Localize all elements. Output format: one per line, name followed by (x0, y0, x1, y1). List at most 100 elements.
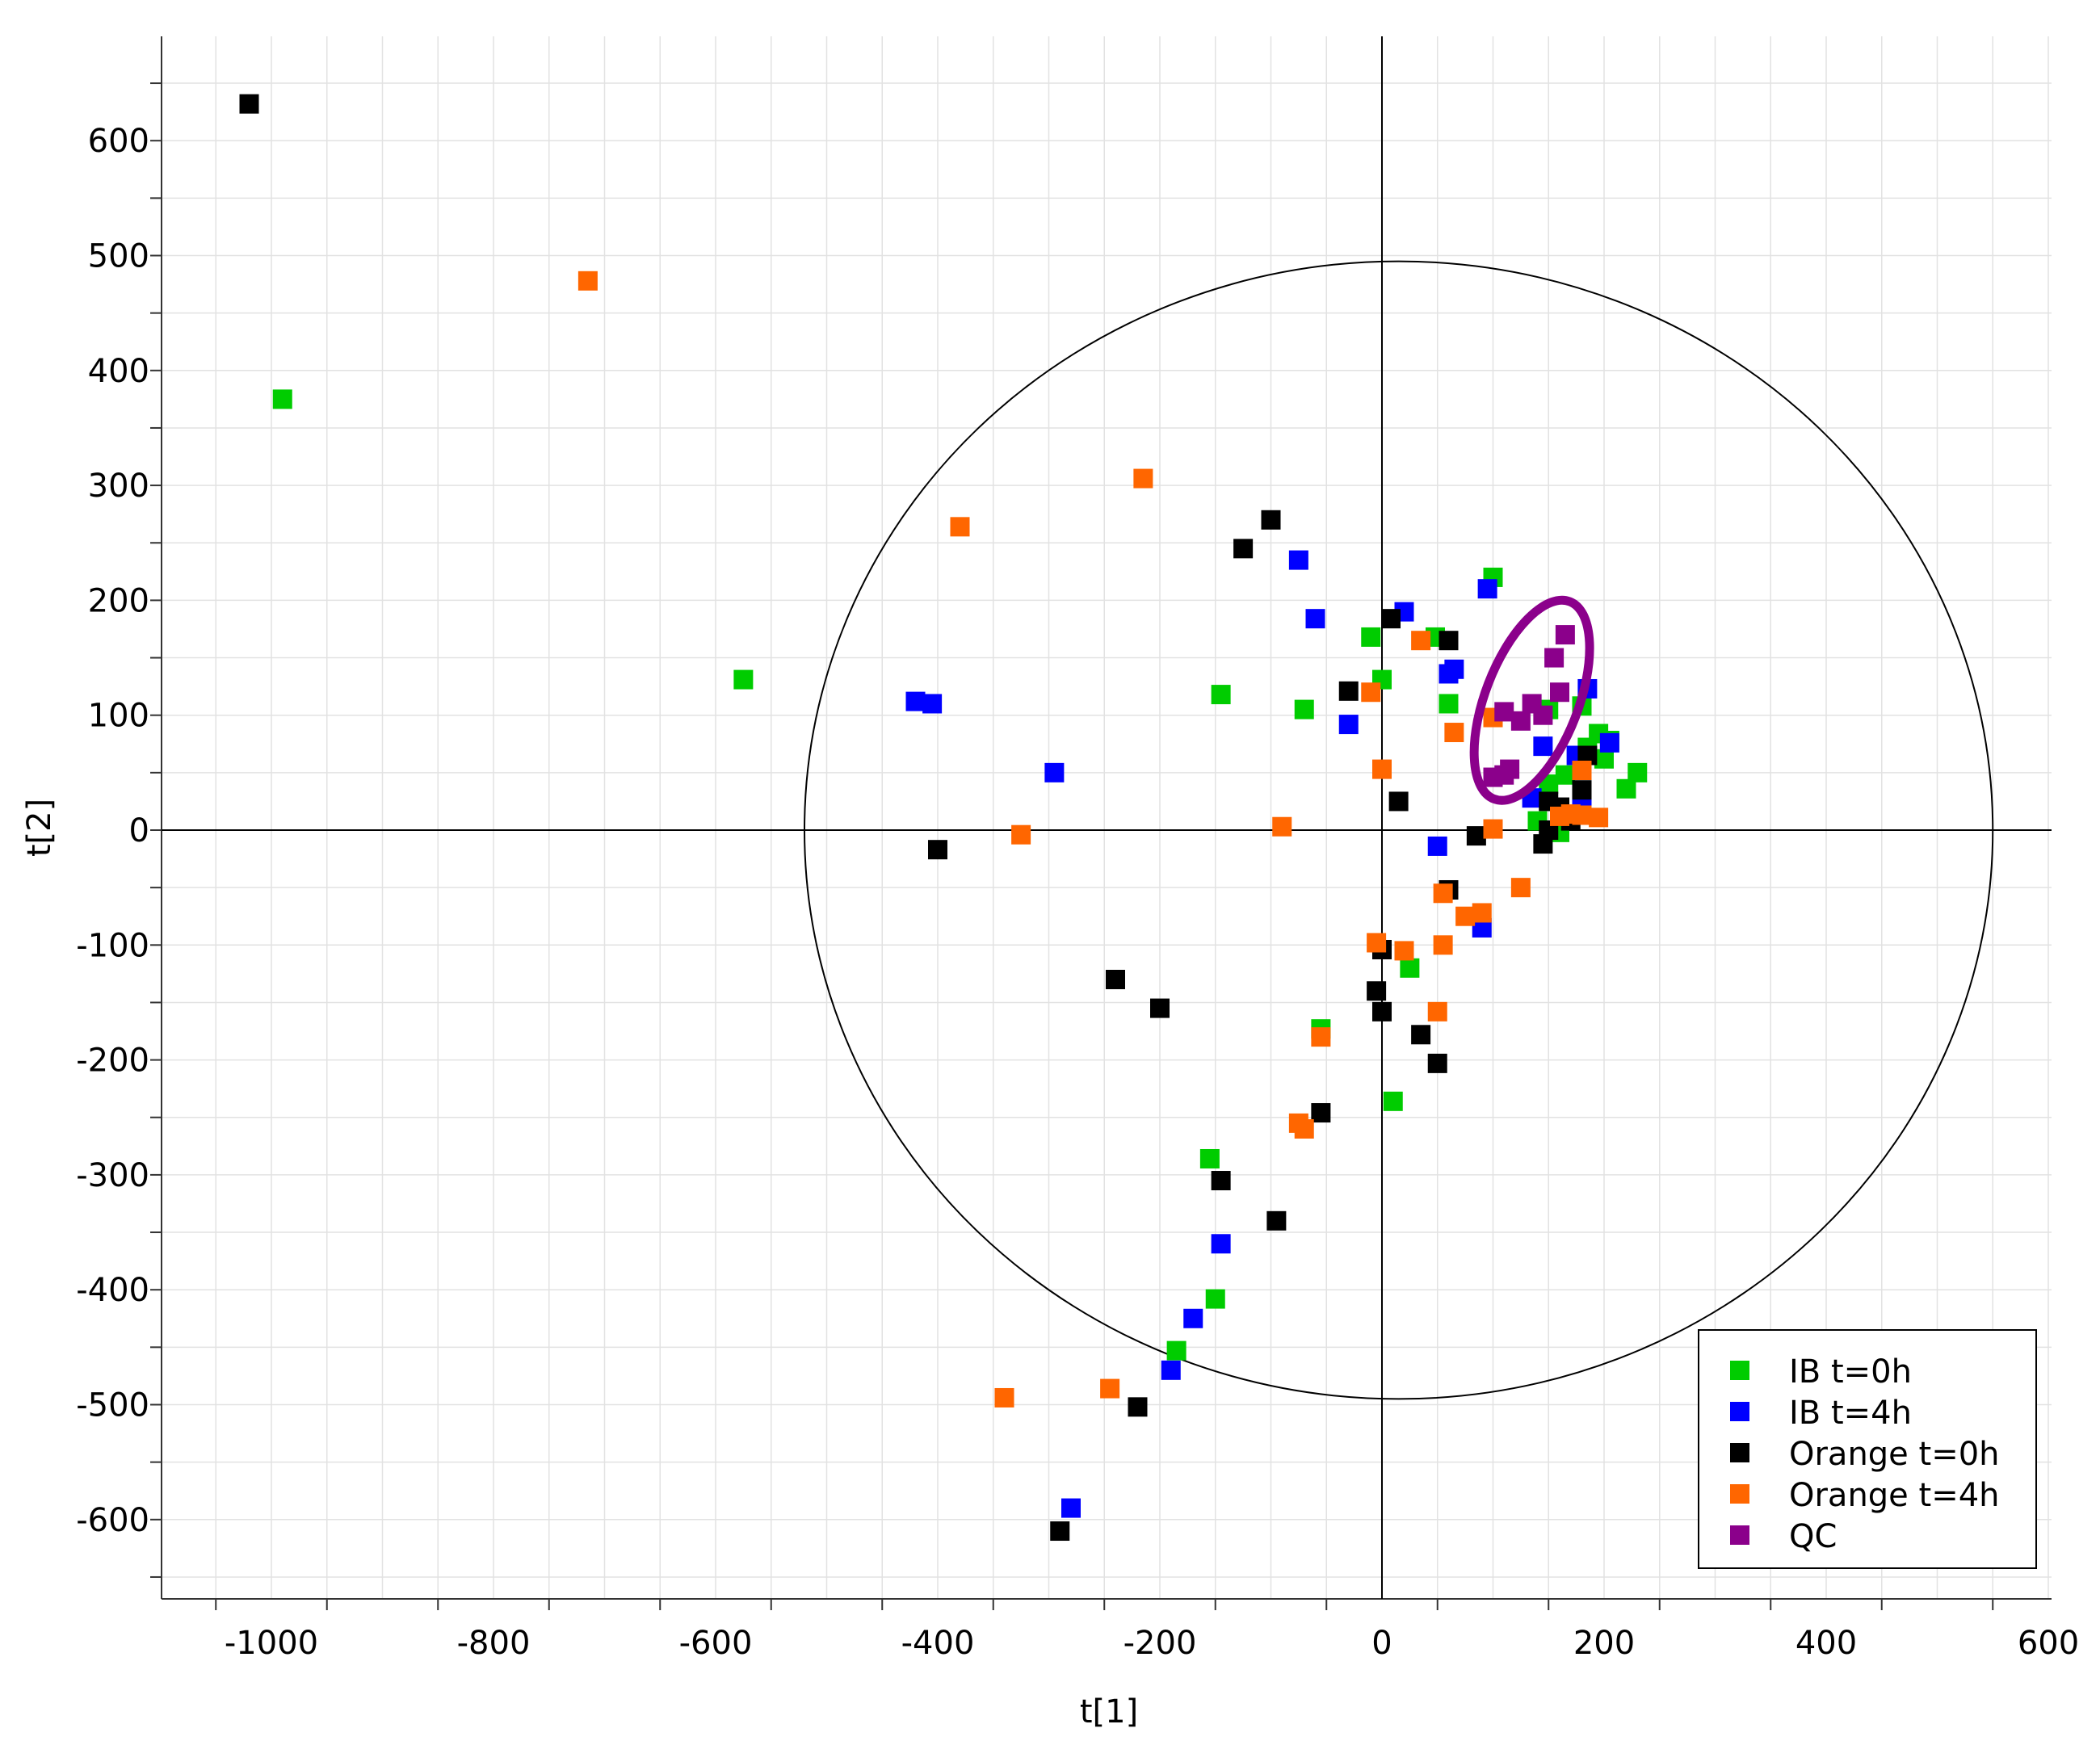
data-point (1494, 702, 1514, 722)
legend-swatch-orange-4h (1730, 1484, 1749, 1504)
data-point (1272, 816, 1292, 837)
x-tick-label: 400 (1796, 1625, 1857, 1662)
legend-box (1698, 1329, 2037, 1569)
x-tick-label: 600 (2018, 1625, 2079, 1662)
data-point (1438, 631, 1459, 651)
data-point (1572, 780, 1592, 800)
data-point (1205, 1289, 1225, 1309)
data-point (1361, 682, 1381, 703)
data-point (1338, 715, 1359, 735)
legend-label-orange-0h: Orange t=0h (1789, 1436, 2000, 1473)
data-point (1483, 767, 1503, 787)
y-tick-label: 500 (88, 238, 149, 275)
y-tick-label: 0 (129, 812, 149, 850)
data-point (1438, 694, 1459, 714)
data-point (1211, 685, 1231, 705)
data-point (1383, 1091, 1403, 1111)
data-point (272, 389, 292, 409)
data-point (1311, 1103, 1331, 1123)
data-point (1133, 468, 1153, 489)
data-point (1510, 878, 1531, 898)
legend-swatch-ib-4h (1730, 1402, 1749, 1421)
x-tick-label: 0 (1371, 1625, 1392, 1662)
y-tick-label: 100 (88, 698, 149, 735)
data-point (1367, 981, 1387, 1001)
data-point (1367, 933, 1387, 953)
data-point (1555, 765, 1575, 785)
data-point (1444, 659, 1464, 679)
data-point (1388, 791, 1409, 812)
data-point (905, 691, 926, 711)
data-point (1106, 969, 1125, 989)
data-point (1572, 761, 1592, 781)
data-point (1381, 609, 1401, 629)
data-point (1555, 625, 1575, 645)
data-point (1211, 1234, 1231, 1254)
y-tick-label: 400 (88, 353, 149, 390)
y-tick-label: -300 (76, 1157, 149, 1194)
y-tick-label: -500 (76, 1387, 149, 1424)
data-point (1533, 736, 1553, 757)
data-point (1427, 1053, 1447, 1073)
data-point (1199, 1148, 1220, 1168)
legend-label-ib-0h: IB t=0h (1789, 1353, 1912, 1391)
data-point (1411, 631, 1431, 651)
legend-swatch-qc (1730, 1525, 1749, 1545)
data-point (1444, 723, 1464, 743)
data-point (1294, 1118, 1314, 1139)
data-point (928, 840, 947, 860)
qc-highlight-ellipse (1469, 595, 1594, 805)
data-points (239, 94, 1648, 1542)
data-point (1266, 1210, 1287, 1231)
confidence-ellipse-shape (804, 260, 1994, 1400)
y-tick-label: -200 (76, 1043, 149, 1080)
data-point (1589, 808, 1609, 828)
data-point (1472, 903, 1492, 923)
data-point (1433, 883, 1453, 904)
x-tick-label: -1000 (225, 1625, 318, 1662)
legend-label-ib-4h: IB t=4h (1789, 1395, 1912, 1432)
data-point (1061, 1498, 1081, 1518)
data-point (1128, 1397, 1148, 1417)
x-tick-label: -600 (679, 1625, 753, 1662)
x-tick-label: -200 (1124, 1625, 1197, 1662)
data-point (1427, 1001, 1447, 1022)
y-tick-label: -400 (76, 1272, 149, 1309)
data-point (1510, 711, 1531, 731)
legend-label-qc: QC (1789, 1518, 1837, 1555)
data-point (1400, 958, 1420, 978)
data-point (1011, 824, 1031, 845)
data-point (1533, 705, 1553, 725)
data-point (1572, 805, 1592, 825)
data-point (239, 94, 259, 114)
y-tick-label: -100 (76, 927, 149, 964)
data-point (1183, 1308, 1203, 1328)
data-point (1261, 510, 1281, 530)
data-point (1550, 682, 1569, 703)
qc-highlight-ellipse-shape (1469, 595, 1594, 805)
data-point (1211, 1171, 1231, 1191)
tick-labels: -1000 -800 -600 -400 -200 0 200 400 600-600-500-… (76, 123, 2079, 1662)
data-point (1477, 579, 1497, 599)
legend: IB t=0h IB t=4h Orange t=0h Orange t=4h … (1698, 1329, 2037, 1569)
y-tick-label: 300 (88, 468, 149, 505)
y-tick-label: 600 (88, 123, 149, 160)
x-tick-label: -800 (457, 1625, 531, 1662)
y-tick-label: 200 (88, 582, 149, 619)
data-point (1411, 1025, 1431, 1045)
legend-swatch-orange-0h (1730, 1443, 1749, 1462)
data-point (1455, 906, 1476, 926)
data-point (1233, 539, 1254, 559)
x-tick-label: -400 (901, 1625, 975, 1662)
data-point (1166, 1340, 1186, 1361)
data-point (1288, 550, 1308, 570)
x-tick-label: 200 (1573, 1625, 1635, 1662)
data-point (1616, 778, 1636, 799)
data-point (1483, 819, 1503, 839)
data-point (1294, 699, 1314, 719)
data-point (1372, 1001, 1392, 1022)
y-tick-label: -600 (76, 1502, 149, 1539)
data-point (578, 271, 598, 291)
data-point (1466, 826, 1486, 846)
